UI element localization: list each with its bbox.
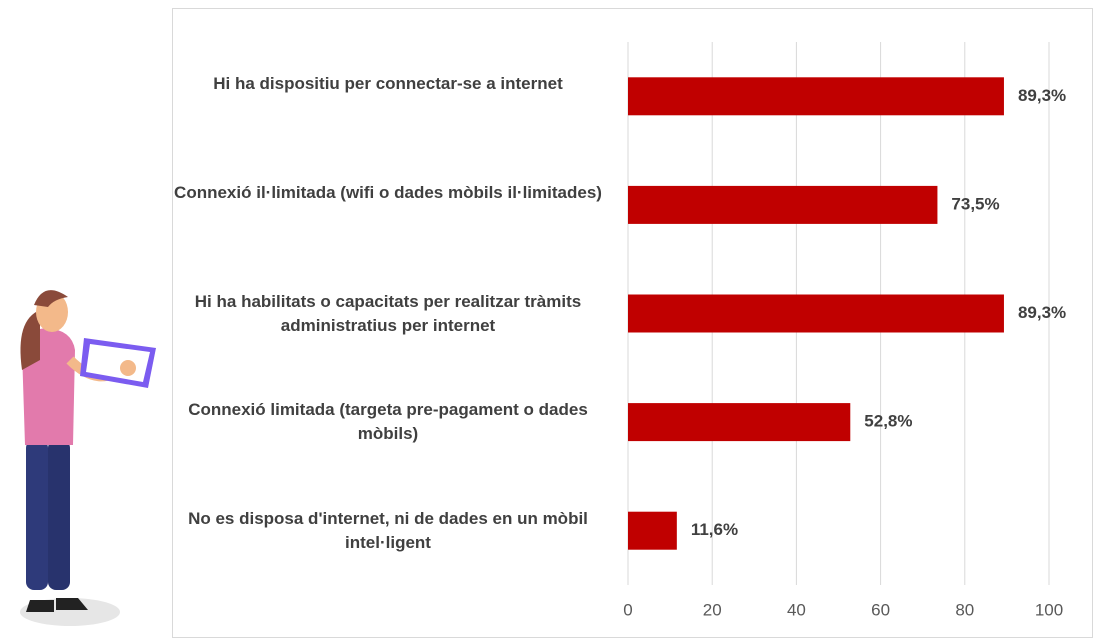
category-label: Connexió limitada (targeta pre-pagament …: [188, 400, 588, 444]
x-tick-label: 80: [955, 600, 974, 619]
illustration: [20, 290, 156, 626]
category-label: No es disposa d'internet, ni de dades en…: [188, 508, 588, 552]
data-label: 89,3%: [1018, 86, 1066, 105]
category-label: Hi ha dispositiu per connectar-se a inte…: [213, 74, 563, 94]
data-label: 89,3%: [1018, 303, 1066, 322]
bar: [628, 294, 1004, 333]
data-label: 11,6%: [691, 520, 738, 539]
x-tick-label: 100: [1035, 600, 1063, 619]
category-label: Hi ha habilitats o capacitats per realit…: [194, 291, 582, 335]
bar: [628, 185, 938, 224]
x-tick-label: 20: [703, 600, 722, 619]
bar: [628, 511, 677, 550]
bar: [628, 77, 1004, 116]
x-tick-label: 0: [623, 600, 632, 619]
data-label: 52,8%: [864, 412, 912, 431]
x-tick-label: 60: [871, 600, 890, 619]
data-label: 73,5%: [951, 194, 999, 213]
x-tick-label: 40: [787, 600, 806, 619]
bar: [628, 403, 851, 442]
category-label: Connexió il·limitada (wifi o dades mòbil…: [174, 182, 602, 202]
